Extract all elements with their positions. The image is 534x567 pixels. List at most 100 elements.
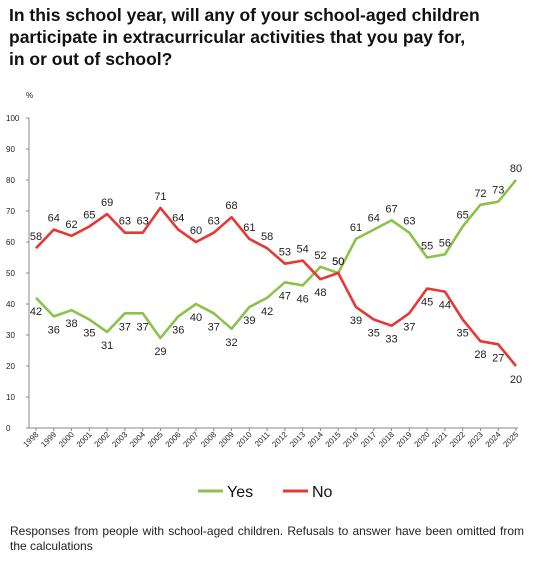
x-tick-label: 2016 (341, 430, 360, 449)
data-label-yes: 39 (243, 315, 255, 327)
data-label-yes: 52 (314, 250, 326, 262)
data-label-no: 58 (30, 231, 42, 243)
data-label-yes: 61 (350, 222, 362, 234)
data-label-yes: 38 (65, 318, 77, 330)
x-tick-label: 2018 (377, 430, 396, 449)
data-label-no: 50 (332, 256, 344, 268)
line-chart: 0102030405060708090100%19981999200020012… (6, 91, 522, 501)
data-label-yes: 36 (172, 324, 184, 336)
x-tick-label: 2012 (270, 430, 289, 449)
data-label-no: 61 (243, 222, 255, 234)
x-tick-label: 1999 (39, 430, 58, 449)
data-label-yes: 73 (492, 185, 504, 197)
data-label-yes: 46 (297, 293, 309, 305)
data-label-no: 33 (385, 334, 397, 346)
data-label-yes: 80 (510, 163, 522, 175)
y-tick-label: 20 (6, 362, 15, 371)
data-label-no: 27 (492, 352, 504, 364)
x-tick-label: 2008 (199, 430, 218, 449)
data-label-yes: 47 (279, 290, 291, 302)
x-tick-label: 2019 (395, 430, 414, 449)
data-label-no: 71 (154, 191, 166, 203)
y-tick-label: 70 (6, 207, 15, 216)
data-label-no: 35 (368, 328, 380, 340)
data-label-yes: 31 (101, 340, 113, 352)
data-label-no: 63 (137, 216, 149, 228)
y-tick-label: 50 (6, 269, 15, 278)
x-tick-label: 2023 (466, 430, 485, 449)
x-tick-label: 2014 (306, 430, 325, 449)
x-tick-label: 2013 (288, 430, 307, 449)
data-label-yes: 40 (190, 312, 202, 324)
series-line-yes (35, 179, 518, 340)
data-label-yes: 50 (332, 256, 344, 268)
data-label-no: 37 (403, 321, 415, 333)
data-label-no: 35 (457, 328, 469, 340)
data-label-no: 54 (297, 244, 309, 256)
x-tick-label: 2004 (128, 430, 147, 449)
y-tick-label: 10 (6, 393, 15, 402)
data-label-no: 45 (421, 297, 433, 309)
data-label-no: 60 (190, 225, 202, 237)
data-label-yes: 35 (83, 328, 95, 340)
data-label-no: 64 (48, 213, 60, 225)
x-tick-label: 2007 (181, 430, 200, 449)
data-label-no: 68 (225, 200, 237, 212)
data-label-no: 69 (101, 197, 113, 209)
x-tick-label: 2002 (93, 430, 112, 449)
data-label-no: 44 (439, 300, 451, 312)
footnote: Responses from people with school-aged c… (10, 524, 524, 553)
data-label-no: 53 (279, 247, 291, 259)
data-label-yes: 55 (421, 241, 433, 253)
x-tick-label: 2020 (413, 430, 432, 449)
y-axis-label: % (26, 91, 33, 100)
legend-label-yes: Yes (227, 484, 253, 501)
y-tick-label: 0 (6, 424, 11, 433)
x-tick-label: 2025 (501, 430, 520, 449)
x-tick-label: 2017 (359, 430, 378, 449)
y-tick-label: 60 (6, 238, 15, 247)
chart-title-line: in or out of school? (9, 49, 173, 69)
data-label-no: 62 (65, 219, 77, 231)
data-label-no: 28 (474, 349, 486, 361)
data-label-no: 63 (208, 216, 220, 228)
data-label-yes: 64 (368, 213, 380, 225)
chart-title: In this school year, will any of your sc… (9, 4, 524, 70)
data-label-yes: 37 (137, 321, 149, 333)
data-label-yes: 29 (154, 346, 166, 358)
x-tick-label: 2003 (110, 430, 129, 449)
x-tick-label: 2006 (164, 430, 183, 449)
chart-title-line: In this school year, will any of your sc… (9, 5, 480, 25)
data-label-yes: 42 (261, 306, 273, 318)
series-line-no (35, 206, 518, 367)
x-tick-label: 2011 (253, 430, 272, 449)
data-label-yes: 72 (474, 188, 486, 200)
x-tick-label: 1998 (21, 430, 40, 449)
y-tick-label: 80 (6, 176, 15, 185)
data-label-yes: 65 (457, 210, 469, 222)
data-label-yes: 63 (403, 216, 415, 228)
x-tick-label: 2005 (146, 430, 165, 449)
y-tick-label: 30 (6, 331, 15, 340)
x-tick-label: 2009 (217, 430, 236, 449)
data-label-no: 58 (261, 231, 273, 243)
x-tick-label: 2001 (75, 430, 94, 449)
data-label-yes: 56 (439, 237, 451, 249)
x-tick-label: 2000 (57, 430, 76, 449)
data-label-yes: 42 (30, 306, 42, 318)
y-tick-label: 100 (6, 114, 20, 123)
data-label-yes: 37 (119, 321, 131, 333)
data-label-yes: 67 (385, 203, 397, 215)
chart-title-line: participate in extracurricular activitie… (9, 27, 466, 47)
x-tick-label: 2021 (430, 430, 449, 449)
data-label-yes: 32 (225, 337, 237, 349)
x-tick-label: 2024 (484, 430, 503, 449)
data-label-no: 48 (314, 287, 326, 299)
y-tick-label: 90 (6, 145, 15, 154)
data-label-yes: 36 (48, 324, 60, 336)
data-label-no: 20 (510, 374, 522, 386)
legend-label-no: No (312, 484, 333, 501)
data-label-no: 64 (172, 213, 184, 225)
data-label-no: 65 (83, 210, 95, 222)
data-label-no: 63 (119, 216, 131, 228)
